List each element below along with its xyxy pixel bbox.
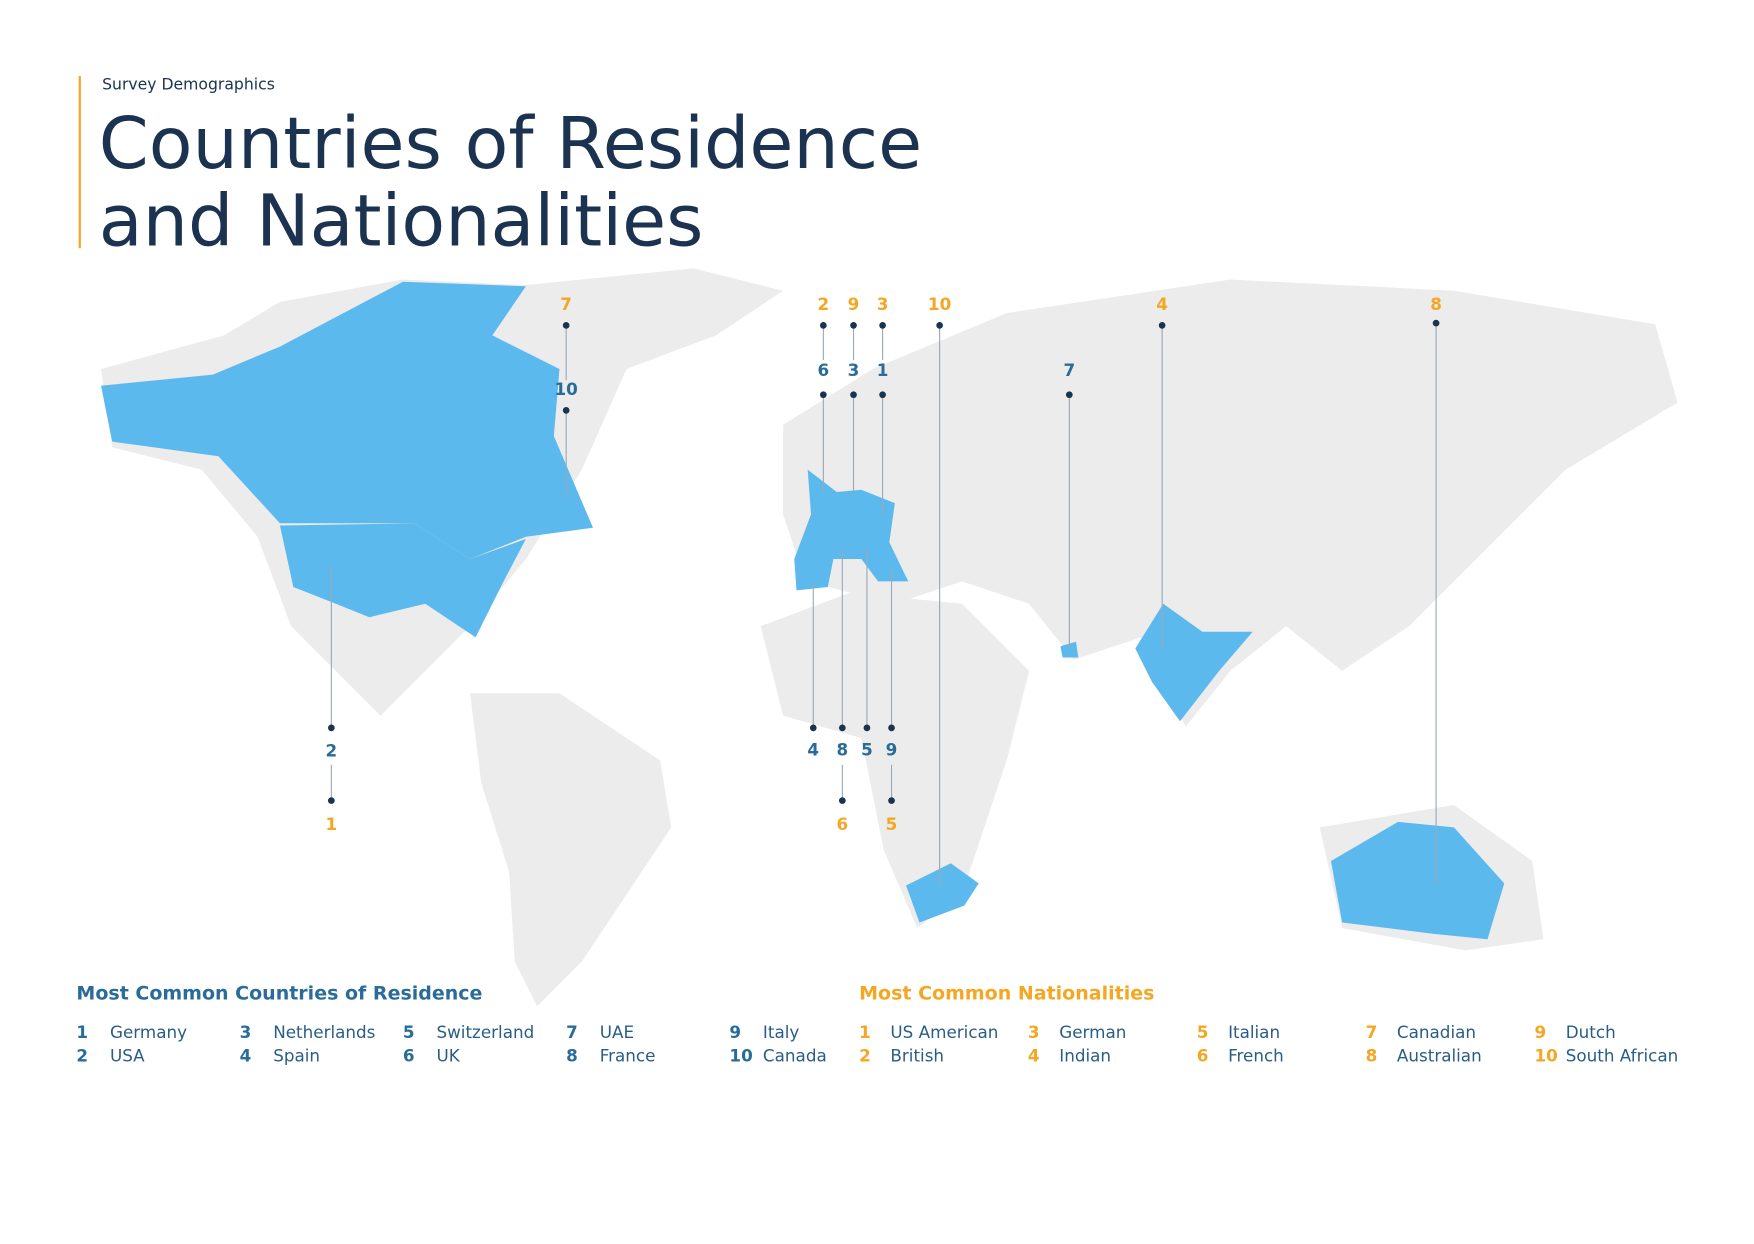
legend-name: Indian <box>1059 1046 1111 1066</box>
legend-rank: 7 <box>566 1022 578 1042</box>
country-south-africa <box>906 863 979 923</box>
legend-rank: 2 <box>76 1046 88 1066</box>
legend-rank: 3 <box>240 1022 252 1042</box>
map-nationality-label: 4 <box>1156 294 1168 314</box>
title-line: and Nationalities <box>99 179 704 262</box>
legend-rank: 4 <box>240 1046 252 1066</box>
accent-bar <box>78 76 81 249</box>
legend-title: Most Common Countries of Residence <box>76 983 482 1005</box>
map-residence-label: 5 <box>861 739 873 759</box>
title-line: Countries of Residence <box>99 102 922 185</box>
legend-rank: 7 <box>1366 1022 1378 1042</box>
legend-name: Italian <box>1228 1022 1280 1042</box>
legend-name: Switzerland <box>436 1022 534 1042</box>
map-nationality-label: 1 <box>326 814 338 834</box>
leader-lines <box>328 319 1440 884</box>
land-south-america <box>470 693 672 1007</box>
country-canada <box>101 281 593 560</box>
legend-name: France <box>600 1046 656 1066</box>
map-nationality-label: 7 <box>560 294 572 314</box>
legend-name: UK <box>436 1046 460 1066</box>
map-residence-label: 9 <box>886 739 898 759</box>
map-nationality-label: 8 <box>1430 294 1442 314</box>
legend-name: Dutch <box>1566 1022 1616 1042</box>
legend-name: Canada <box>763 1046 827 1066</box>
legend-name: German <box>1059 1022 1126 1042</box>
land-eurasia <box>783 279 1678 727</box>
map-residence-label: 8 <box>837 739 849 759</box>
legend-title: Most Common Nationalities <box>859 983 1154 1005</box>
legend-rank: 10 <box>729 1046 752 1066</box>
legend-rank: 5 <box>403 1022 415 1042</box>
legend-rank: 2 <box>859 1046 871 1066</box>
legend-name: British <box>890 1046 944 1066</box>
map-nationality-label: 9 <box>848 294 860 314</box>
legend-rank: 9 <box>1534 1022 1546 1042</box>
legend-name: US American <box>890 1022 998 1042</box>
country-usa <box>279 523 526 638</box>
map-residence-label: 1 <box>877 360 889 380</box>
world-map <box>101 268 1678 1007</box>
map-residence-label: 2 <box>326 740 338 760</box>
map-residence-label: 10 <box>554 379 577 399</box>
map-nationality-label: 10 <box>928 294 951 314</box>
legend-rank: 3 <box>1028 1022 1040 1042</box>
legend-rank: 4 <box>1028 1046 1040 1066</box>
legend-rank: 9 <box>729 1022 741 1042</box>
legend-rank: 6 <box>403 1046 415 1066</box>
legend-rank: 8 <box>1366 1046 1378 1066</box>
legend-rank: 1 <box>76 1022 88 1042</box>
legend-rank: 8 <box>566 1046 578 1066</box>
legend-name: USA <box>110 1046 145 1066</box>
legend-rank: 1 <box>859 1022 871 1042</box>
legend-name: Canadian <box>1397 1022 1476 1042</box>
country-australia <box>1330 821 1505 940</box>
land-africa <box>760 592 1030 929</box>
map-residence-label: 7 <box>1063 360 1075 380</box>
map-nationality-label: 5 <box>886 814 898 834</box>
legend-rank: 10 <box>1534 1046 1557 1066</box>
legend-name: Italy <box>763 1022 799 1042</box>
map-nationality-label: 2 <box>817 294 829 314</box>
legend-name: Netherlands <box>273 1022 375 1042</box>
legend-name: Germany <box>110 1022 187 1042</box>
legend-name: French <box>1228 1046 1284 1066</box>
map-nationality-label: 3 <box>877 294 889 314</box>
map-residence-label: 4 <box>807 739 819 759</box>
legend-name: Spain <box>273 1046 320 1066</box>
legend-name: UAE <box>600 1022 634 1042</box>
legend-rank: 5 <box>1197 1022 1209 1042</box>
legend-name: Australian <box>1397 1046 1482 1066</box>
legend-rank: 6 <box>1197 1046 1209 1066</box>
map-residence-label: 6 <box>817 360 829 380</box>
country-uae <box>1060 641 1079 658</box>
map-nationality-label: 6 <box>837 814 849 834</box>
country-europe <box>794 469 909 591</box>
legend-name: South African <box>1566 1046 1679 1066</box>
map-residence-label: 3 <box>848 360 860 380</box>
country-india <box>1135 603 1253 722</box>
kicker: Survey Demographics <box>102 74 275 93</box>
